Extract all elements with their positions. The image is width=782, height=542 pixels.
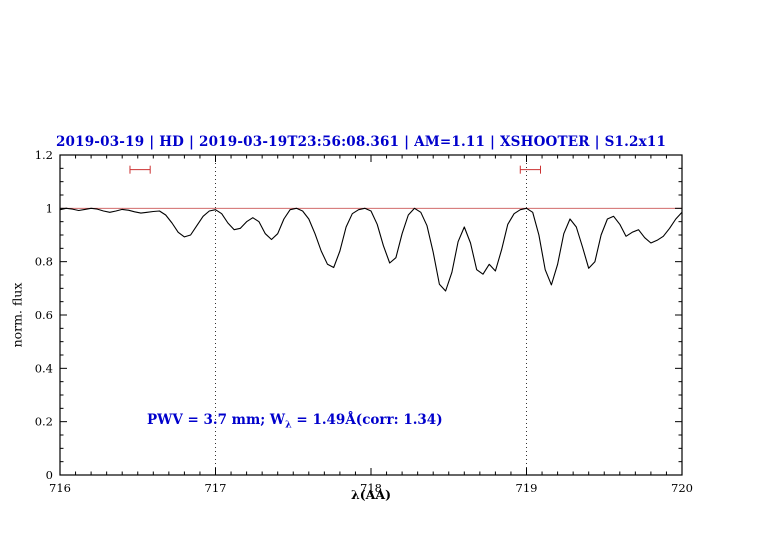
x-tick-label: 720 xyxy=(671,481,693,495)
x-tick-label: 716 xyxy=(49,481,71,495)
plot-title: 2019-03-19 | HD | 2019-03-19T23:56:08.36… xyxy=(55,134,667,150)
y-tick-label: 1 xyxy=(46,201,53,215)
x-tick-label: 717 xyxy=(205,481,227,495)
pwv-annotation-suffix: = 1.49Å(corr: 1.34) xyxy=(291,412,443,428)
y-tick-label: 0 xyxy=(46,468,53,482)
spectrum-line xyxy=(59,207,683,292)
y-tick-label: 0.4 xyxy=(35,361,53,375)
x-axis-label: λ(AA) xyxy=(351,487,391,502)
pwv-annotation-subscript: λ xyxy=(285,419,292,431)
y-tick-label: 0.2 xyxy=(35,415,53,429)
x-tick-label: 718 xyxy=(360,481,382,495)
pwv-annotation-prefix: PWV = 3.7 mm; W xyxy=(147,412,286,428)
y-axis-label: norm. flux xyxy=(9,282,25,348)
y-tick-label: 1.2 xyxy=(35,148,53,162)
y-tick-label: 0.6 xyxy=(35,308,53,322)
x-tick-label: 719 xyxy=(516,481,538,495)
pwv-annotation: PWV = 3.7 mm; Wλ = 1.49Å(corr: 1.34) xyxy=(147,412,443,431)
y-tick-label: 0.8 xyxy=(35,255,53,269)
